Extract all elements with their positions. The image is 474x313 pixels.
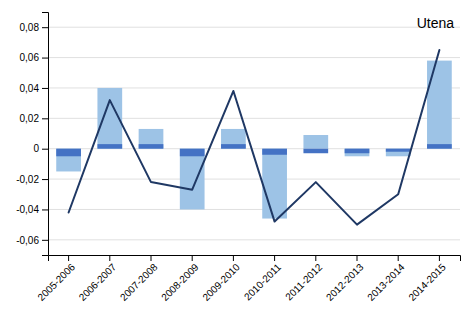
- tick-label: 0: [33, 143, 39, 154]
- tick-label: -0,04: [16, 204, 39, 215]
- plot: -0,06 -0,04 -0,02 0 0,02 0,04 0,06 0,08 2005-200…: [16, 13, 460, 303]
- tick-mark: [151, 255, 152, 261]
- tick: 2009-2010: [200, 255, 242, 303]
- bar: [221, 129, 246, 149]
- tick: 2007-2008: [118, 255, 160, 303]
- bar: [180, 149, 205, 157]
- bar: [345, 149, 370, 154]
- bar: [262, 149, 287, 155]
- tick: 2010-2011: [242, 255, 283, 302]
- bar: [303, 149, 328, 154]
- tick: 2011-2012: [283, 255, 324, 302]
- tick-mark: [68, 255, 69, 261]
- tick: -0,06: [16, 235, 48, 246]
- bar: [139, 129, 164, 149]
- bar: [139, 144, 164, 149]
- tick-label: -0,02: [16, 174, 39, 185]
- bar: [56, 149, 81, 172]
- tick: 2008-2009: [159, 255, 201, 303]
- tick-label: 2011-2012: [283, 261, 324, 302]
- tick: 2005-2006: [35, 255, 77, 303]
- tick-label: 2013-2014: [365, 261, 407, 303]
- annotation: Utena: [417, 15, 455, 31]
- tick-label: 2010-2011: [242, 261, 283, 302]
- tick: 2014-2015: [406, 255, 448, 303]
- tick-label: 0,08: [20, 22, 40, 33]
- bar: [56, 149, 81, 157]
- tick-label: 2012-2013: [324, 261, 366, 303]
- tick-mark: [274, 255, 275, 261]
- tick-label: 2014-2015: [406, 261, 448, 303]
- tick-label: 2005-2006: [35, 261, 77, 303]
- marks: [56, 50, 452, 225]
- bar: [427, 61, 452, 149]
- tick-label: 2009-2010: [200, 261, 242, 303]
- tick-mark: [192, 255, 193, 261]
- tick: 2013-2014: [365, 255, 407, 303]
- tick: 0: [33, 143, 48, 154]
- tick: -0,02: [16, 174, 48, 185]
- bar: [303, 135, 328, 149]
- tick-mark: [42, 88, 48, 89]
- bar: [427, 144, 452, 149]
- tick-mark: [109, 255, 110, 261]
- tick-mark: [398, 255, 399, 261]
- chart: -0,06 -0,04 -0,02 0 0,02 0,04 0,06 0,08 2005-200…: [0, 0, 474, 313]
- tick-mark: [357, 255, 358, 261]
- bar: [386, 149, 411, 152]
- tick-mark: [42, 149, 48, 150]
- tick-mark: [439, 255, 440, 261]
- tick-label: 0,02: [20, 113, 40, 124]
- tick: -0,04: [16, 204, 48, 215]
- bar: [386, 149, 411, 157]
- grid-line: [48, 239, 460, 240]
- tick-mark: [42, 118, 48, 119]
- grid-line: [48, 179, 460, 180]
- bar: [180, 149, 205, 210]
- tick-label: 2007-2008: [118, 261, 160, 303]
- grid-line: [48, 209, 460, 210]
- bar-series: [56, 61, 452, 219]
- tick-mark: [42, 179, 48, 180]
- tick-mark: [233, 255, 234, 261]
- tick: 2012-2013: [324, 255, 366, 303]
- tick-mark: [42, 240, 48, 241]
- tick-mark: [42, 209, 48, 210]
- tick-label: 2006-2007: [77, 261, 119, 303]
- tick: 0,08: [20, 22, 48, 33]
- tick-label: 0,06: [20, 52, 40, 63]
- tick: 0,02: [20, 113, 48, 124]
- y-axis: -0,06 -0,04 -0,02 0 0,02 0,04 0,06 0,08: [16, 13, 48, 256]
- bar: [262, 149, 287, 219]
- bar: [221, 144, 246, 149]
- line: [69, 50, 440, 225]
- x-axis: 2005-20062006-20072007-20082008-20092009…: [35, 255, 460, 303]
- bar: [345, 149, 370, 157]
- tick-label: 0,04: [20, 83, 40, 94]
- tick-mark: [42, 58, 48, 59]
- tick-mark: [315, 255, 316, 261]
- tick: 2006-2007: [77, 255, 119, 303]
- tick: 0,06: [20, 52, 48, 63]
- grid: [48, 27, 460, 240]
- axis-line: [49, 256, 461, 262]
- tick: 0,04: [20, 83, 48, 94]
- grid-line: [48, 57, 460, 58]
- tick-label: 2008-2009: [159, 261, 201, 303]
- bar: [97, 144, 122, 149]
- grid-line: [48, 27, 460, 28]
- tick-mark: [42, 27, 48, 28]
- tick-label: -0,06: [16, 235, 39, 246]
- axis-line: [42, 13, 49, 256]
